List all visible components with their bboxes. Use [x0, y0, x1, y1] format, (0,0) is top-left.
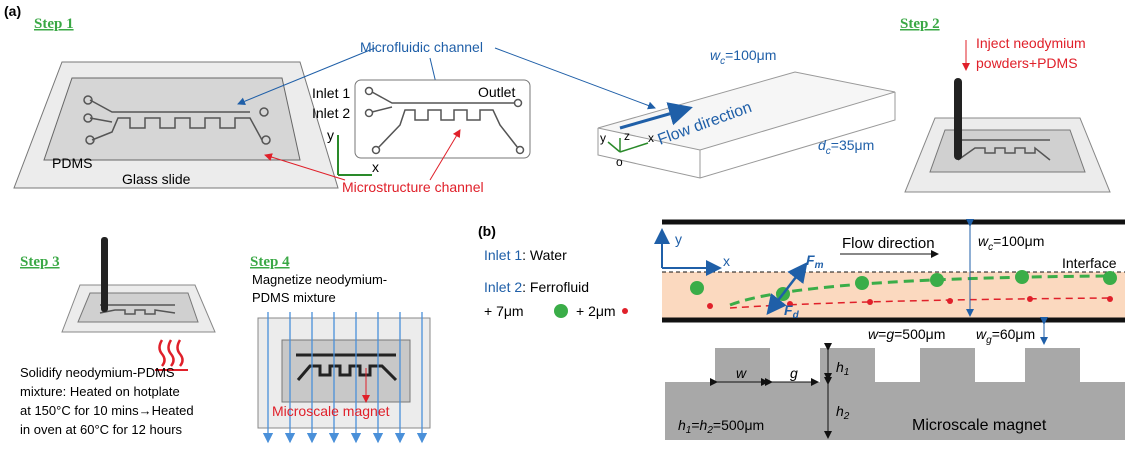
particle-icon — [554, 304, 568, 318]
inlet-label: Inlet 1 — [312, 85, 350, 101]
step-text: powders+PDMS — [976, 55, 1078, 71]
step-text: Solidify neodymium-PDMS — [20, 365, 175, 380]
force-label: Fm — [806, 252, 824, 271]
glass-slide-label: Glass slide — [122, 171, 191, 187]
flow-direction-label: Flow direction — [842, 235, 935, 252]
width-label: wc=100μm — [710, 47, 776, 67]
device-step4 — [258, 312, 430, 442]
panel-label: (b) — [478, 223, 496, 239]
axis-label: y — [327, 127, 334, 143]
step-text: at 150°C for 10 mins→Heated — [20, 403, 194, 418]
magnet-label: Microscale magnet — [272, 403, 390, 419]
microfluidic-channel-label: Microfluidic channel — [360, 39, 483, 55]
step-title: Step 2 — [900, 16, 940, 32]
figure: (a) Step 1 PDMS Glass slide Microfluidic… — [0, 0, 1134, 450]
step-text: PDMS mixture — [252, 290, 336, 305]
outlet-label: Outlet — [478, 84, 515, 100]
step-title: Step 3 — [20, 254, 60, 270]
g-label: g — [790, 365, 798, 381]
axis-label: y — [675, 231, 682, 247]
step-text: Magnetize neodymium- — [252, 272, 387, 287]
step-text: mixture: Heated on hotplate — [20, 384, 180, 399]
axis-label: z — [624, 129, 630, 143]
particle-icon — [622, 308, 628, 314]
step-text: Inject neodymium — [976, 35, 1086, 51]
particle-label: + 2μm — [576, 303, 616, 319]
width-label: wc=100μm — [978, 233, 1044, 253]
axis-label: o — [616, 155, 623, 169]
step-text: in oven at 60°C for 12 hours — [20, 422, 183, 437]
pdms-label: PDMS — [52, 155, 92, 171]
step-title: Step 1 — [34, 16, 74, 32]
particle-label: + 7μm — [484, 303, 524, 319]
magnet-label: Microscale magnet — [912, 417, 1047, 434]
microstructure-channel-label: Microstructure channel — [342, 179, 484, 195]
tooth-size-label: w=g=500μm — [868, 326, 945, 342]
axis-label: x — [648, 131, 654, 145]
axis-label: y — [600, 131, 606, 145]
w-label: w — [736, 365, 747, 381]
inlet-label: Inlet 1: Water — [484, 247, 567, 263]
device-step2 — [905, 78, 1110, 192]
channel-3d — [598, 72, 895, 178]
gap-label: wg=60μm — [976, 326, 1035, 346]
inlet-label: Inlet 2 — [312, 105, 350, 121]
interface-label: Interface — [1062, 255, 1117, 271]
panel-label: (a) — [4, 3, 21, 19]
step-title: Step 4 — [250, 254, 290, 270]
device-step3 — [62, 237, 215, 370]
axis-label: x — [723, 253, 730, 269]
inlet-label: Inlet 2: Ferrofluid — [484, 279, 589, 295]
axis-label: x — [372, 159, 379, 175]
